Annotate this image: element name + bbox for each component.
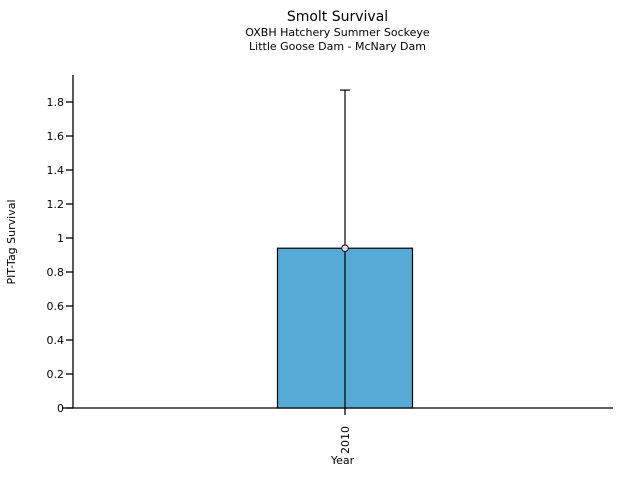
y-axis-tick-label: 0 [57,402,64,415]
x-axis-tick-label: 2010 [339,426,352,454]
y-axis-tick-label: 1.2 [47,198,65,211]
y-axis-tick-label: 1.8 [47,96,65,109]
data-point-marker [341,244,349,253]
y-axis-tick-label: 1.6 [47,130,65,143]
chart-header: Smolt Survival OXBH Hatchery Summer Sock… [35,9,640,54]
chart-subtitle-line1: OXBH Hatchery Summer Sockeye [245,26,430,39]
y-axis-tick-label: 0.4 [47,334,65,347]
y-axis-tick-label: 0.8 [47,266,65,279]
y-axis-tick-label: 0.2 [47,368,65,381]
y-axis-tick-label: 1 [57,232,64,245]
chart-subtitle-line2: Little Goose Dam - McNary Dam [249,40,426,53]
y-axis-title: PIT-Tag Survival [5,199,18,284]
y-axis-tick-label: 0.6 [47,300,65,313]
chart-title: Smolt Survival [286,9,389,25]
y-axis-tick-label: 1.4 [47,164,65,177]
x-axis-title: Year [330,454,355,467]
